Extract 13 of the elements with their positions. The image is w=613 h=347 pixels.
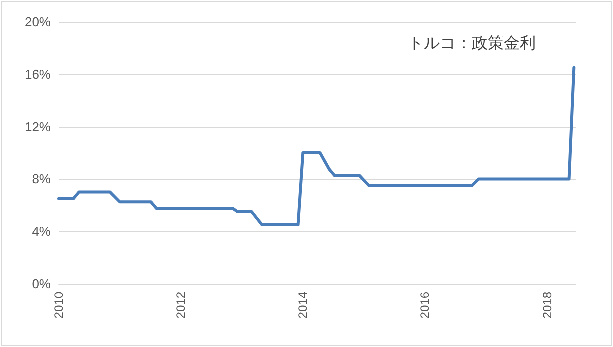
y-tick-label: 4% <box>32 224 52 240</box>
x-tick-label: 2012 <box>174 292 188 319</box>
x-tick-label: 2016 <box>418 292 432 319</box>
y-tick-label: 20% <box>24 14 52 30</box>
y-tick-label: 16% <box>24 66 52 82</box>
x-tick-label: 2018 <box>540 292 554 319</box>
x-tick-label: 2014 <box>296 292 310 319</box>
y-tick-label: 0% <box>32 276 52 292</box>
y-tick-label: 8% <box>32 172 52 187</box>
line-series <box>58 66 576 227</box>
x-tick-label: 2010 <box>52 292 66 319</box>
text: トルコ：政策金利 <box>408 34 536 52</box>
y-tick-label: 12% <box>24 119 52 134</box>
